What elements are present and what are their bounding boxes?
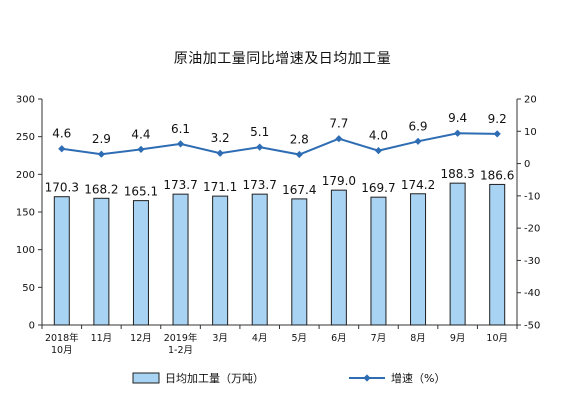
x-tick-label: 8月 xyxy=(410,333,426,344)
bar xyxy=(132,200,149,326)
growth-value-label: 4.0 xyxy=(369,129,388,143)
growth-value-label: 4.6 xyxy=(52,127,71,141)
bar-value-label: 169.7 xyxy=(361,181,395,195)
left-tick-label: 50 xyxy=(22,283,35,294)
growth-point xyxy=(176,140,185,148)
bar xyxy=(449,182,466,326)
left-tick-label: 150 xyxy=(16,208,35,219)
bar xyxy=(489,183,506,326)
growth-value-label: 6.9 xyxy=(408,119,427,133)
right-tick-label: -50 xyxy=(524,321,540,332)
bar xyxy=(53,196,70,326)
bars xyxy=(53,182,506,326)
growth-point xyxy=(137,145,145,153)
right-tick-label: -20 xyxy=(524,224,540,235)
legend-bar-swatch xyxy=(132,372,160,384)
right-tick-label: -40 xyxy=(524,288,540,299)
growth-value-label: 3.2 xyxy=(211,131,230,145)
growth-value-label: 9.2 xyxy=(488,112,507,126)
bar-value-label: 170.3 xyxy=(45,181,79,195)
bar-value-label: 171.1 xyxy=(203,180,237,194)
growth-point xyxy=(295,150,303,159)
growth-point xyxy=(374,147,383,155)
x-tick-label: 2018年 10月 xyxy=(45,332,79,356)
left-tick-label: 300 xyxy=(16,95,35,106)
growth-point xyxy=(256,143,264,151)
bar xyxy=(370,196,387,326)
legend-line-marker xyxy=(363,374,371,382)
bar-value-label: 173.7 xyxy=(243,178,277,192)
growth-value-label: 7.7 xyxy=(329,117,348,131)
bar-value-label: 174.2 xyxy=(401,178,435,192)
chart-title: 原油加工量同比增速及日均加工量 xyxy=(173,51,392,67)
right-tick-label: 0 xyxy=(524,159,530,170)
x-tick-label: 12月 xyxy=(130,333,152,344)
bar-value-label: 186.6 xyxy=(480,168,514,182)
left-tick-label: 0 xyxy=(29,321,35,332)
x-tick-label: 2019年 1-2月 xyxy=(164,332,198,356)
growth-line xyxy=(58,129,501,159)
left-tick-label: 200 xyxy=(16,170,35,181)
bar-value-label: 179.0 xyxy=(322,174,356,188)
left-tick-label: 250 xyxy=(16,132,35,143)
legend-bar-label: 日均加工量（万吨） xyxy=(165,372,264,385)
growth-value-label: 6.1 xyxy=(171,122,190,136)
right-tick-label: -10 xyxy=(524,191,540,202)
x-tick-label: 7月 xyxy=(371,333,387,344)
data-labels: 170.3 168.2 165.1 173.7 171.1 173.7 167.4 179.0… xyxy=(45,111,515,198)
right-tick-label: 10 xyxy=(524,127,537,138)
bar-value-label: 165.1 xyxy=(124,185,158,199)
growth-value-label: 5.1 xyxy=(250,125,269,139)
right-tick-label: -30 xyxy=(524,256,540,267)
growth-value-label: 4.4 xyxy=(131,127,150,141)
bar-value-label: 168.2 xyxy=(84,182,118,196)
growth-value-label: 9.4 xyxy=(448,111,467,125)
bar xyxy=(291,198,308,326)
growth-point xyxy=(414,137,422,145)
bar-value-label: 188.3 xyxy=(440,167,474,181)
growth-point xyxy=(58,145,66,153)
bar xyxy=(93,197,110,326)
growth-point xyxy=(97,150,105,158)
x-tick-label: 5月 xyxy=(292,333,308,344)
x-tick-label: 9月 xyxy=(450,333,466,344)
bar xyxy=(330,189,347,326)
growth-point xyxy=(493,130,501,138)
growth-line-path xyxy=(61,132,498,156)
right-tick-label: 20 xyxy=(524,95,537,106)
growth-point xyxy=(216,149,224,157)
growth-point xyxy=(335,135,343,143)
bar xyxy=(172,193,189,326)
x-tick-label: 6月 xyxy=(331,333,347,344)
left-tick-label: 100 xyxy=(16,245,35,256)
bar-value-label: 173.7 xyxy=(163,178,197,192)
x-tick-label: 11月 xyxy=(91,333,113,344)
growth-value-label: 2.9 xyxy=(92,132,111,146)
growth-value-label: 2.8 xyxy=(290,133,309,147)
bar xyxy=(410,193,427,326)
x-tick-label: 10月 xyxy=(486,333,508,344)
bar xyxy=(251,193,268,326)
growth-point xyxy=(454,129,462,137)
legend: 日均加工量（万吨） 增速（%） xyxy=(132,371,445,385)
bar-value-label: 167.4 xyxy=(282,183,316,197)
legend-line-label: 增速（%） xyxy=(391,371,445,385)
x-tick-label: 4月 xyxy=(252,333,268,344)
axes: 0 50 100 150 200 250 300 -50 -40 -30 -20 -10 0 10 20 20… xyxy=(16,95,540,357)
bar xyxy=(212,195,229,326)
x-tick-label: 3月 xyxy=(212,333,228,344)
